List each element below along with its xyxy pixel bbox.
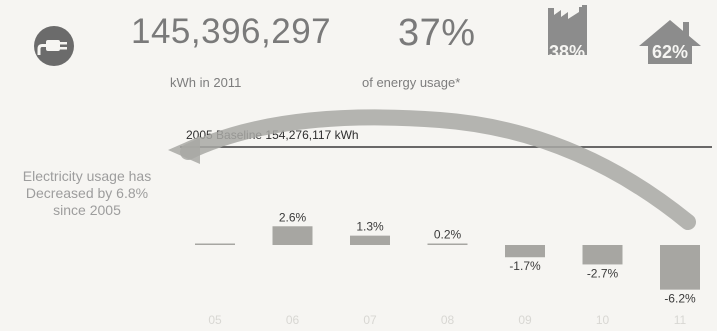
bar-10	[582, 245, 623, 265]
trend-arrow	[180, 109, 696, 230]
bar-06	[272, 226, 313, 245]
x-tick-06: 06	[286, 313, 300, 327]
bar-label-11: -6.2%	[664, 292, 696, 306]
x-tick-08: 08	[441, 313, 455, 327]
house-icon	[639, 20, 701, 64]
bar-label-09: -1.7%	[509, 259, 541, 273]
plug-icon	[34, 26, 74, 66]
x-tick-07: 07	[363, 313, 377, 327]
bar-05	[195, 243, 235, 245]
x-tick-10: 10	[596, 313, 610, 327]
energy-share-caption: of energy usage*	[362, 75, 461, 90]
decrease-note: Electricity usage has Decreased by 6.8% …	[22, 168, 152, 218]
total-kwh-value: 145,396,297	[131, 12, 332, 51]
bar-label-07: 1.3%	[356, 220, 384, 234]
factory-share-label: 38%	[549, 42, 585, 62]
bar-label-06: 2.6%	[279, 210, 307, 224]
bar-11	[660, 245, 700, 290]
x-tick-11: 11	[674, 313, 687, 327]
house-share-label: 62%	[652, 42, 688, 62]
bar-09	[505, 245, 545, 258]
bars-group: 05 2.6% 06 1.3% 07 0.2% 08 -1.7% 09 -2.7% 10 -6.2% 1…	[195, 210, 700, 327]
x-tick-05: 05	[208, 313, 222, 327]
trend-arrow-head	[168, 136, 200, 164]
bar-08	[427, 243, 468, 245]
bar-label-08: 0.2%	[434, 228, 462, 242]
total-kwh-caption: kWh in 2011	[170, 75, 242, 90]
x-tick-09: 09	[518, 313, 532, 327]
factory-icon	[548, 5, 587, 55]
bar-label-10: -2.7%	[587, 266, 619, 280]
bar-07	[350, 235, 390, 245]
energy-share-value: 37%	[398, 12, 476, 54]
